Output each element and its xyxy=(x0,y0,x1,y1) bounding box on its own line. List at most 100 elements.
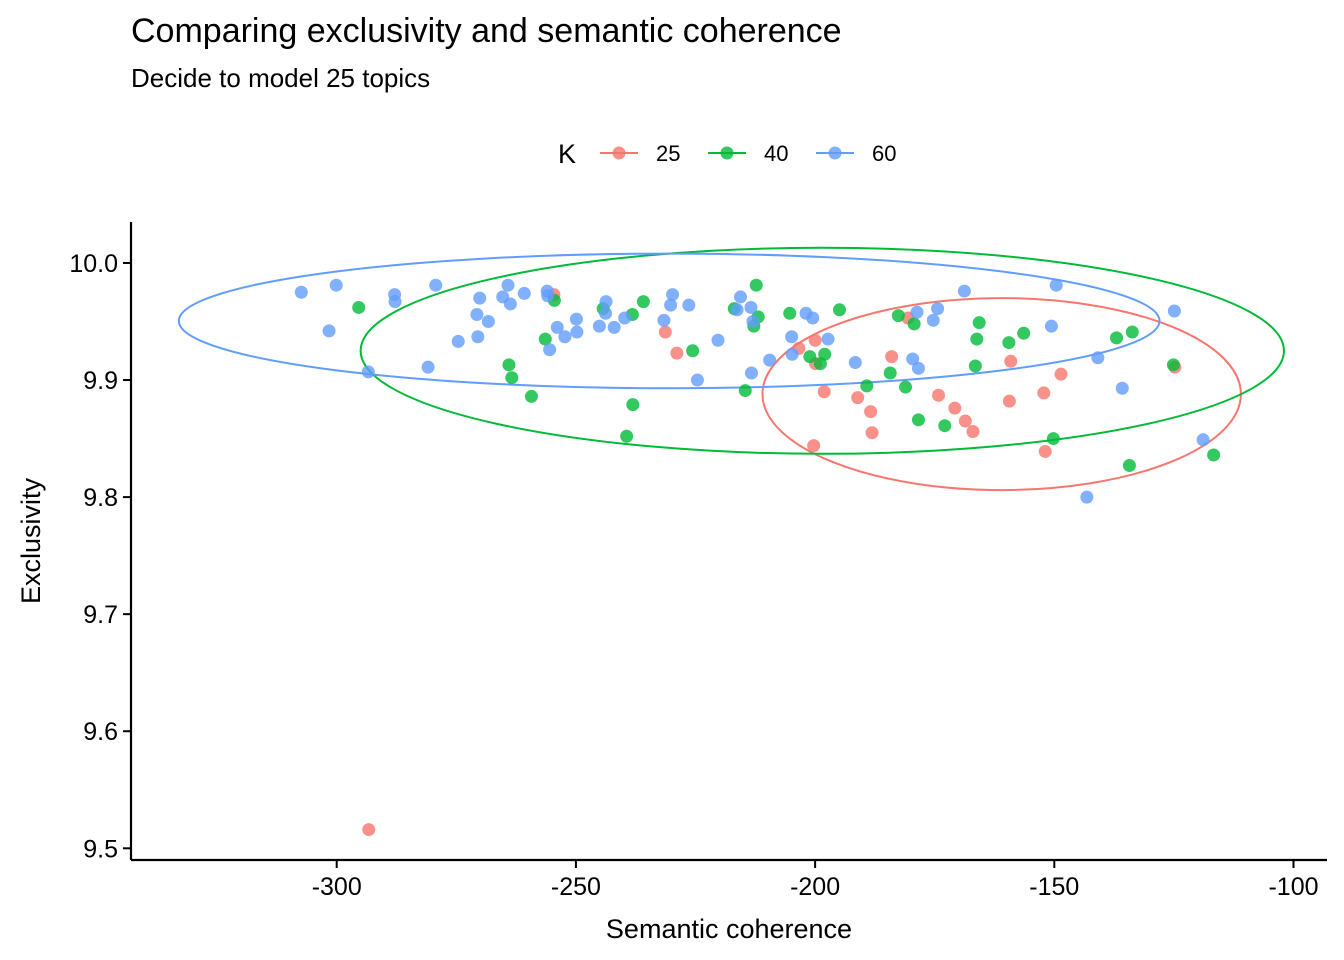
legend-label: 25 xyxy=(656,141,680,166)
data-point-40 xyxy=(911,413,925,427)
points-layer xyxy=(294,278,1221,837)
confidence-ellipse-25 xyxy=(761,297,1242,492)
data-point-40 xyxy=(1122,458,1136,472)
data-point-25 xyxy=(948,401,962,415)
data-point-60 xyxy=(550,320,564,334)
legend-title: K xyxy=(558,139,576,169)
data-point-60 xyxy=(926,313,940,327)
legend-key-point xyxy=(612,146,626,160)
data-point-60 xyxy=(543,343,557,357)
legend-label: 60 xyxy=(872,141,896,166)
data-point-60 xyxy=(910,305,924,319)
data-point-25 xyxy=(670,346,684,360)
series-25 xyxy=(362,288,1182,837)
legend: K 25 40 60 xyxy=(558,139,896,169)
data-point-25 xyxy=(658,325,672,339)
data-point-60 xyxy=(785,330,799,344)
y-tick-label: 9.6 xyxy=(83,718,118,746)
data-point-60 xyxy=(473,291,487,305)
data-point-60 xyxy=(558,330,572,344)
data-point-60 xyxy=(785,347,799,361)
legend-item-40: 40 xyxy=(708,141,788,166)
series-40 xyxy=(352,278,1221,472)
data-point-60 xyxy=(1049,278,1063,292)
chart-title: Comparing exclusivity and semantic coher… xyxy=(131,12,842,50)
legend-key-point xyxy=(720,146,734,160)
data-point-60 xyxy=(592,319,606,333)
data-point-60 xyxy=(730,303,744,317)
data-point-60 xyxy=(570,325,584,339)
data-point-40 xyxy=(636,295,650,309)
legend-label: 40 xyxy=(764,141,788,166)
data-point-40 xyxy=(899,380,913,394)
confidence-ellipse-60 xyxy=(177,252,1161,390)
data-point-25 xyxy=(362,823,376,837)
data-point-40 xyxy=(738,384,752,398)
data-point-40 xyxy=(803,350,817,364)
data-point-25 xyxy=(864,405,878,419)
data-point-25 xyxy=(958,414,972,428)
data-point-60 xyxy=(421,360,435,374)
data-point-40 xyxy=(907,317,921,331)
axes: -300 -250 -200 -150 -100 9.5 9.6 9.7 9.8 9.9 10.0 S… xyxy=(16,222,1327,944)
data-point-40 xyxy=(1002,336,1016,350)
data-point-60 xyxy=(361,365,375,379)
data-point-60 xyxy=(294,285,308,299)
data-point-40 xyxy=(818,347,832,361)
data-point-25 xyxy=(966,425,980,439)
y-tick-label: 9.8 xyxy=(83,484,118,512)
data-point-60 xyxy=(682,298,696,312)
x-tick-label: -100 xyxy=(1268,873,1318,901)
chart-subtitle: Decide to model 25 topics xyxy=(131,63,431,93)
data-point-40 xyxy=(524,389,538,403)
data-point-60 xyxy=(763,353,777,367)
y-axis-title: Exclusivity xyxy=(16,477,46,604)
data-point-60 xyxy=(957,284,971,298)
data-point-60 xyxy=(911,361,925,375)
data-point-40 xyxy=(1207,448,1221,462)
data-point-60 xyxy=(329,278,343,292)
data-point-60 xyxy=(711,333,725,347)
y-tick-label: 9.5 xyxy=(83,835,118,863)
legend-item-25: 25 xyxy=(600,141,680,166)
data-point-40 xyxy=(1110,331,1124,345)
x-axis-title: Semantic coherence xyxy=(606,914,852,944)
data-point-60 xyxy=(848,355,862,369)
data-point-25 xyxy=(865,426,879,440)
data-point-60 xyxy=(322,324,336,338)
data-point-40 xyxy=(620,429,634,443)
data-point-60 xyxy=(690,373,704,387)
series-60 xyxy=(294,278,1210,504)
data-point-60 xyxy=(501,278,515,292)
confidence-ellipse-40 xyxy=(359,246,1285,455)
data-point-40 xyxy=(686,344,700,358)
data-point-40 xyxy=(883,366,897,380)
data-point-25 xyxy=(932,388,946,402)
data-point-40 xyxy=(1166,358,1180,372)
ellipses-layer xyxy=(177,246,1285,492)
data-point-60 xyxy=(618,311,632,325)
data-point-40 xyxy=(970,332,984,346)
data-point-60 xyxy=(1080,490,1094,504)
x-tick-label: -200 xyxy=(790,873,840,901)
data-point-40 xyxy=(1046,432,1060,446)
data-point-60 xyxy=(821,332,835,346)
data-point-40 xyxy=(749,278,763,292)
data-point-60 xyxy=(388,295,402,309)
data-point-60 xyxy=(1091,351,1105,365)
data-point-60 xyxy=(931,302,945,316)
data-point-60 xyxy=(541,289,555,303)
x-tick-label: -300 xyxy=(312,873,362,901)
data-point-60 xyxy=(1167,304,1181,318)
data-point-40 xyxy=(626,398,640,412)
data-point-60 xyxy=(906,352,920,366)
data-point-60 xyxy=(451,334,465,348)
x-tick-label: -150 xyxy=(1029,873,1079,901)
data-point-25 xyxy=(885,350,899,364)
data-point-60 xyxy=(569,312,583,326)
data-point-25 xyxy=(808,333,822,347)
data-point-60 xyxy=(664,298,678,312)
data-point-60 xyxy=(599,295,613,309)
data-point-40 xyxy=(505,371,519,385)
